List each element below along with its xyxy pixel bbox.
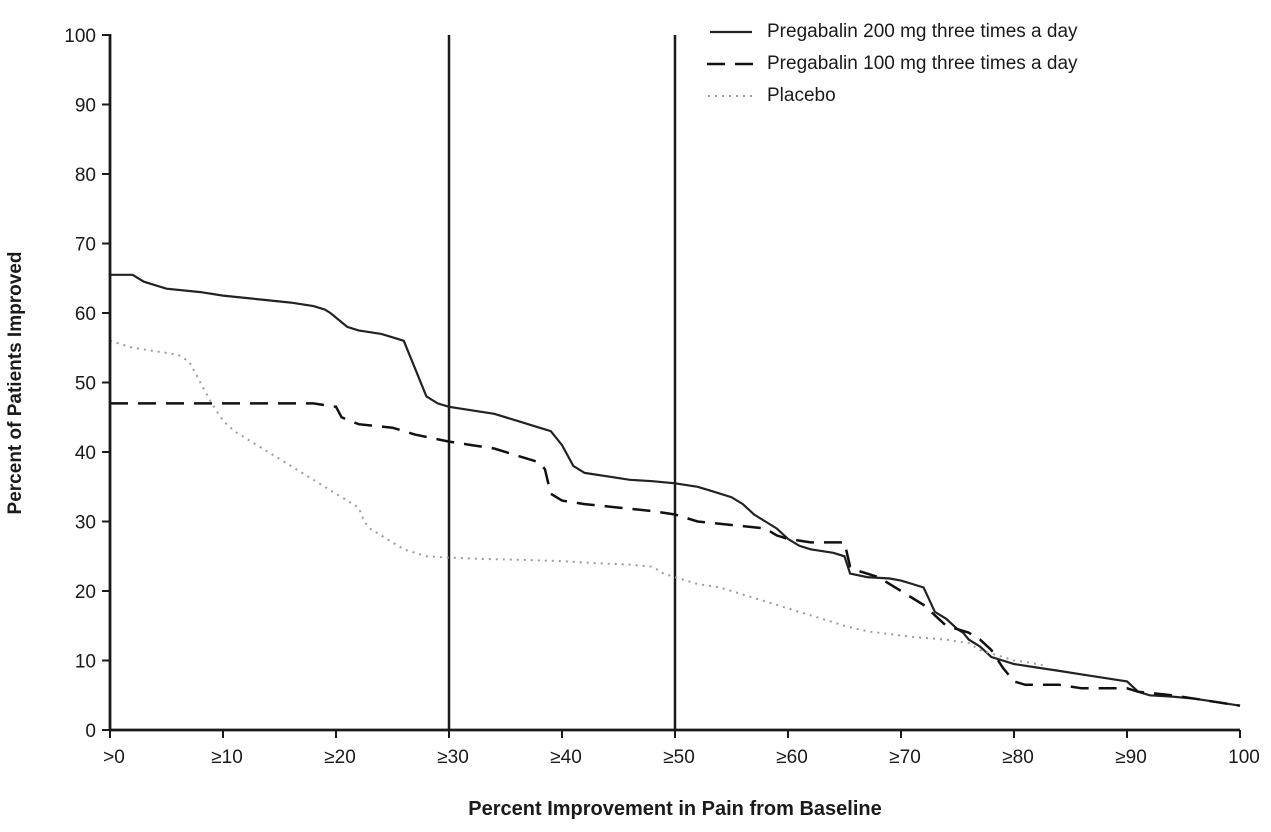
legend-item-placebo: Placebo <box>706 80 1078 111</box>
x-tick-label-90: ≥90 <box>1115 747 1147 768</box>
x-axis-title: Percent Improvement in Pain from Baselin… <box>468 798 882 820</box>
x-tick-label-0: >0 <box>103 747 125 768</box>
y-tick-label-10: 10 <box>75 652 96 673</box>
legend-label-placebo: Placebo <box>767 84 836 106</box>
legend-item-pregabalin-200: Pregabalin 200 mg three times a day <box>706 16 1078 47</box>
x-tick-label-70: ≥70 <box>889 747 921 768</box>
legend: Pregabalin 200 mg three times a day Preg… <box>706 16 1078 111</box>
legend-item-pregabalin-100: Pregabalin 100 mg three times a day <box>706 48 1078 79</box>
y-tick-label-90: 90 <box>75 96 96 117</box>
y-tick-label-50: 50 <box>75 374 96 395</box>
y-axis-title: Percent of Patients Improved <box>5 251 26 515</box>
x-tick-label-10: ≥10 <box>211 747 243 768</box>
series-line-dashed-1 <box>110 402 1241 707</box>
x-tick-label-80: ≥80 <box>1002 747 1034 768</box>
y-tick-label-40: 40 <box>75 443 96 464</box>
y-tick-label-80: 80 <box>75 165 96 186</box>
x-tick-label-40: ≥40 <box>550 747 582 768</box>
y-tick-label-60: 60 <box>75 304 96 325</box>
x-tick-label-20: ≥20 <box>324 747 356 768</box>
y-tick-label-20: 20 <box>75 582 96 603</box>
y-tick-label-30: 30 <box>75 513 96 534</box>
x-tick-label-30: ≥30 <box>437 747 469 768</box>
legend-label-pregabalin-200: Pregabalin 200 mg three times a day <box>767 20 1078 42</box>
y-tick-label-100: 100 <box>64 26 96 47</box>
solid-line-sample-icon <box>710 30 752 33</box>
x-tick-label-100: 100 <box>1228 747 1260 768</box>
y-tick-label-70: 70 <box>75 235 96 256</box>
x-tick-label-50: ≥50 <box>663 747 695 768</box>
x-tick-label-60: ≥60 <box>776 747 808 768</box>
dotted-line-sample-icon <box>708 94 754 97</box>
legend-label-pregabalin-100: Pregabalin 100 mg three times a day <box>767 52 1078 74</box>
y-tick-label-0: 0 <box>85 721 96 742</box>
series-line-solid-0 <box>110 273 1241 707</box>
dashed-line-sample-icon <box>707 62 756 65</box>
